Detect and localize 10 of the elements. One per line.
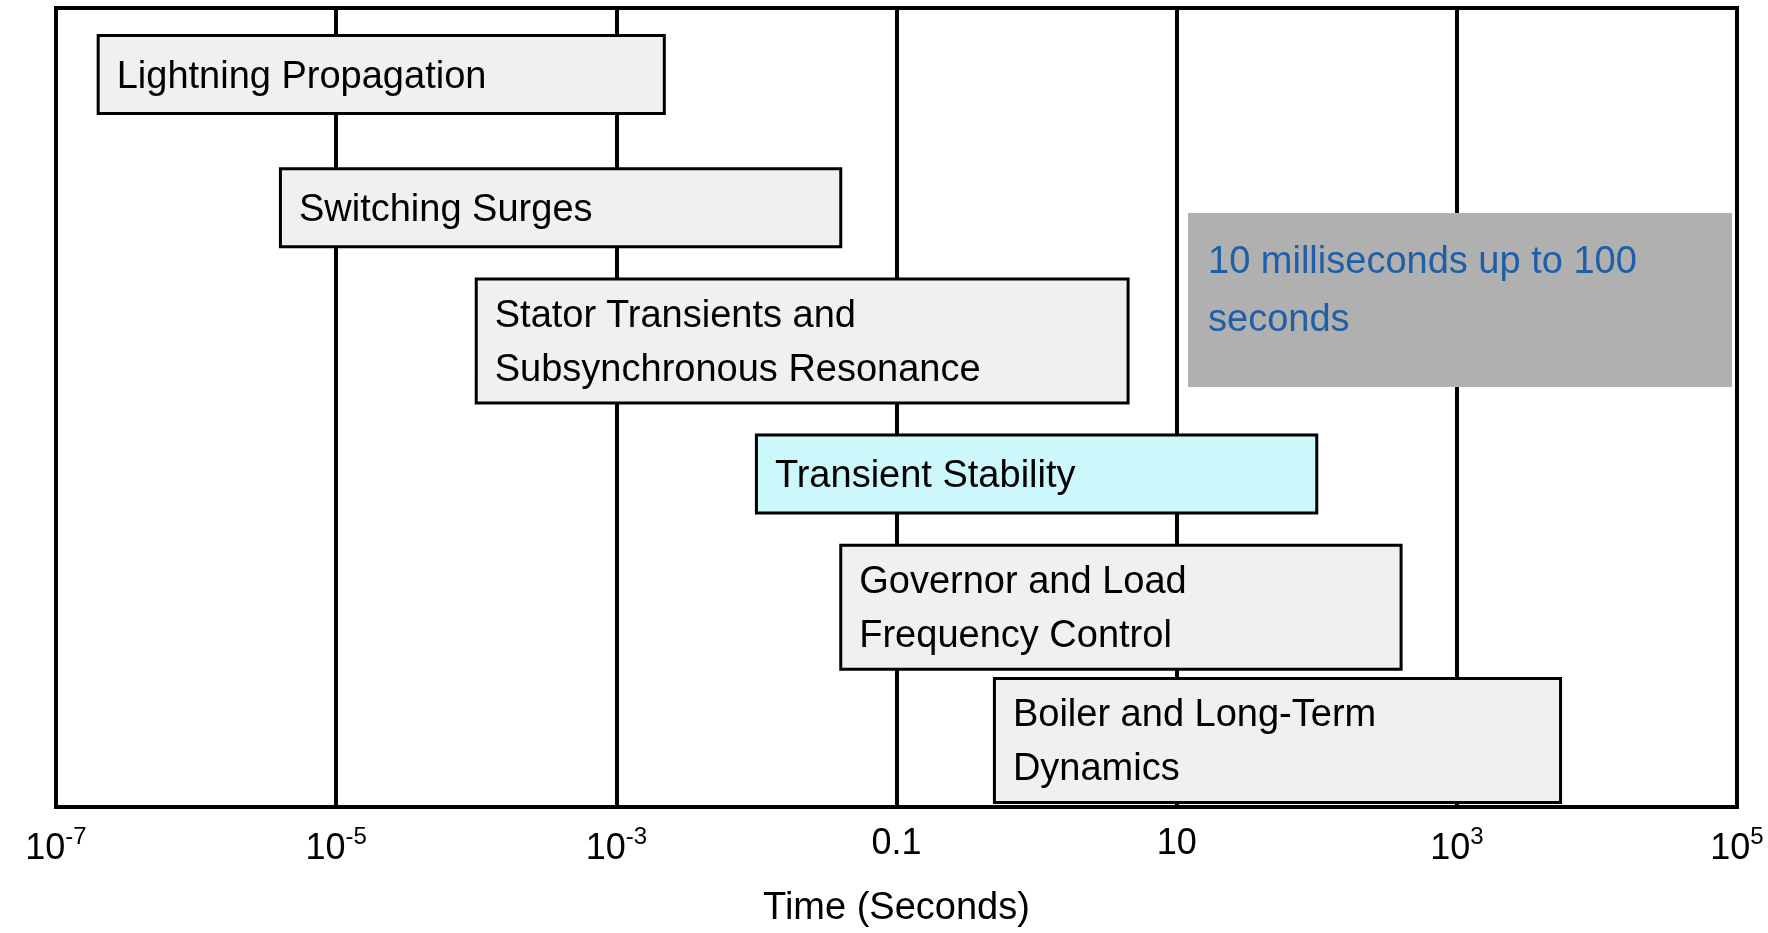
y-tick-label: Boiler and Long-Term Dynamics: [1012, 692, 1387, 789]
annotation: 10 milliseconds up to 100 seconds: [1208, 239, 1648, 339]
x-axis-title: Time (Seconds): [763, 885, 1030, 927]
y-tick-label: Lightning Propagation: [116, 53, 487, 96]
x-tick-label: 10: [1156, 820, 1197, 862]
y-tick-label: Governor and Load Frequency Control: [859, 559, 1198, 656]
y-tick-label: Stator Transients and Subsynchronous Resonance: [494, 292, 981, 389]
y-tick-label: Switching Surges: [298, 186, 593, 229]
y-tick-label: Transient Stability: [774, 453, 1076, 496]
x-tick-label: 0.1: [871, 820, 922, 862]
